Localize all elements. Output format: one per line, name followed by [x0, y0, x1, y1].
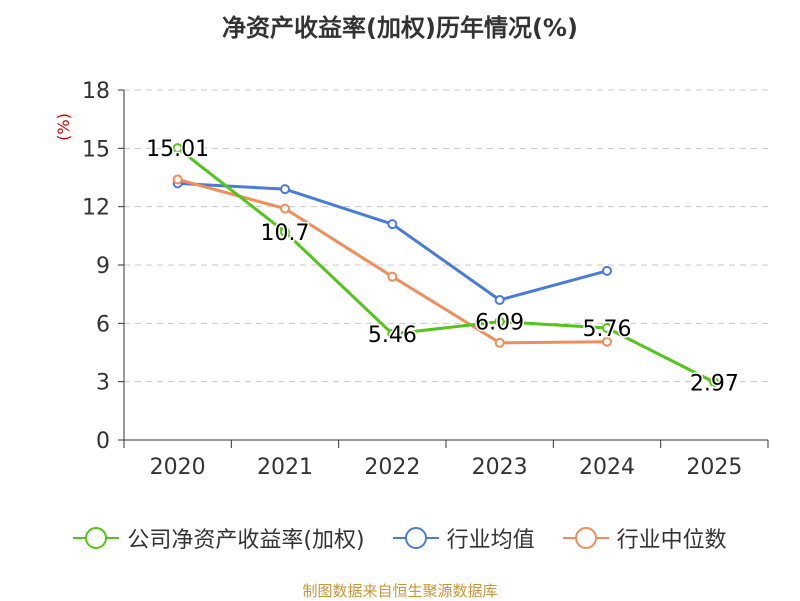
legend-item-industry-mean[interactable]: 行业均值 [392, 522, 535, 554]
series-line [176, 146, 716, 384]
legend-label-industry-mean: 行业均值 [446, 528, 535, 553]
x-tick-label: 2021 [257, 455, 313, 480]
data-point [387, 328, 398, 339]
data-label: 6.09 [475, 311, 524, 336]
data-point [709, 377, 720, 388]
y-tick-label: 3 [96, 371, 110, 396]
data-point [602, 323, 612, 333]
data-point [494, 295, 505, 305]
legend-label-industry-median: 行业中位数 [616, 528, 727, 553]
grid-lines [124, 89, 768, 383]
y-tick-label: 6 [96, 312, 110, 337]
data-point [280, 203, 290, 214]
y-tick-label: 18 [82, 79, 110, 104]
data-point [280, 184, 290, 195]
legend-line-circle-icon [562, 527, 609, 549]
legend-line-circle-icon [73, 527, 120, 549]
chart-title: 净资产收益率(加权)历年情况(%) [222, 14, 578, 42]
legend-label-company-roe: 公司净资产收益率(加权) [127, 528, 365, 553]
x-tick-label: 2024 [579, 455, 635, 480]
legend-line-circle-icon [392, 527, 439, 549]
data-point [494, 316, 505, 327]
series-line [177, 177, 608, 345]
data-point [494, 337, 505, 348]
y-tick-label: 15 [82, 137, 110, 162]
series-layer [172, 143, 720, 388]
data-point [387, 271, 398, 282]
legend: 公司净资产收益率(加权) 行业均值 行业中位数 [0, 522, 800, 554]
data-labels: 15.01 10.7 5.46 6.09 5.76 2.97 [145, 136, 741, 398]
data-point [172, 174, 183, 185]
x-tick-label: 2023 [472, 455, 528, 480]
series-line [177, 181, 608, 302]
data-label: 5.46 [368, 323, 417, 348]
data-label: 15.01 [146, 137, 209, 162]
y-tick-label: 12 [82, 196, 110, 221]
legend-item-company-roe[interactable]: 公司净资产收益率(加权) [73, 522, 365, 554]
data-point [280, 226, 290, 237]
source-note: 制图数据来自恒生聚源数据库 [302, 582, 498, 600]
legend-item-industry-median[interactable]: 行业中位数 [562, 522, 727, 554]
x-tick-label: 2025 [686, 455, 742, 480]
data-label: 5.76 [583, 317, 632, 342]
axes: 0 3 6 9 12 15 18 (%) 2020 2021 2022 2023 2024 2025 [54, 79, 769, 480]
y-tick-label: 9 [96, 254, 110, 279]
data-point [602, 336, 612, 347]
x-tick-label: 2022 [364, 455, 420, 480]
data-point [172, 143, 183, 154]
data-label: 2.97 [690, 371, 739, 396]
data-label: 10.7 [261, 221, 310, 246]
data-point [602, 265, 612, 276]
y-axis-label: (%) [54, 113, 73, 141]
y-tick-label: 0 [96, 429, 110, 454]
data-point [387, 219, 398, 230]
x-tick-label: 2020 [150, 455, 206, 480]
